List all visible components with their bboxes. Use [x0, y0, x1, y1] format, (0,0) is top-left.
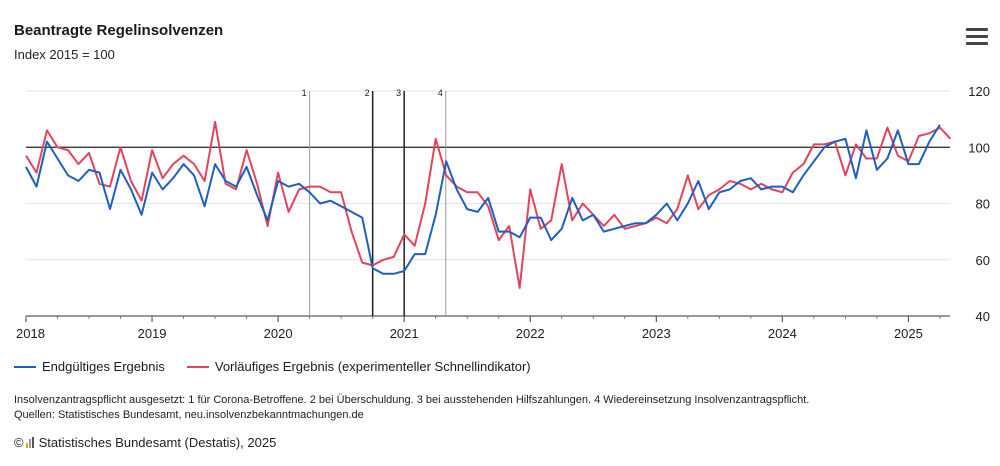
chart-title: Beantragte Regelinsolvenzen [14, 22, 224, 39]
event-marker-label: 2 [365, 88, 370, 98]
menu-bar [966, 28, 988, 31]
x-tick-label: 2025 [894, 326, 923, 341]
credit: © Statistisches Bundesamt (Destatis), 20… [14, 435, 276, 450]
credit-text: Statistisches Bundesamt (Destatis), 2025 [38, 435, 277, 450]
hamburger-menu-icon[interactable] [966, 28, 988, 48]
series-line-preliminary [25, 120, 952, 289]
legend-label-preliminary: Vorläufiges Ergebnis (experimenteller Sc… [214, 359, 531, 374]
event-marker-label: 1 [302, 88, 307, 98]
y-tick-label: 100 [968, 140, 990, 155]
x-tick-label: 2021 [390, 326, 419, 341]
series-line-final [25, 124, 941, 275]
y-tick-label: 80 [976, 197, 990, 212]
legend-label-final: Endgültiges Ergebnis [42, 359, 165, 374]
menu-bar [966, 35, 988, 38]
footnote-line-markers: Insolvenzantragspflicht ausgesetzt: 1 fü… [14, 394, 810, 406]
y-tick-label: 60 [976, 253, 990, 268]
x-tick-label: 2022 [516, 326, 545, 341]
x-tick-label: 2020 [264, 326, 293, 341]
x-tick-label: 2023 [642, 326, 671, 341]
y-tick-label: 120 [968, 84, 990, 99]
menu-bar [966, 42, 988, 45]
event-marker-label: 4 [438, 88, 443, 98]
x-tick-label: 2024 [768, 326, 797, 341]
chart-subtitle: Index 2015 = 100 [14, 47, 115, 62]
x-tick-label: 2018 [16, 326, 45, 341]
x-tick-label: 2019 [138, 326, 167, 341]
footnote: Insolvenzantragspflicht ausgesetzt: 1 fü… [14, 393, 809, 423]
copyright-symbol: © [14, 435, 24, 450]
destatis-logo-icon [25, 437, 35, 448]
legend-swatch-final [14, 365, 36, 368]
legend: Endgültiges Ergebnis Vorläufiges Ergebni… [14, 359, 553, 374]
legend-item-preliminary[interactable]: Vorläufiges Ergebnis (experimenteller Sc… [186, 359, 531, 374]
legend-item-final[interactable]: Endgültiges Ergebnis [14, 359, 165, 374]
line-chart: 40 60 80 100 120 2018 2019 2020 2021 2022 2023 2024… [16, 84, 990, 341]
footnote-line-sources: Quellen: Statistisches Bundesamt, neu.in… [14, 409, 364, 421]
legend-swatch-preliminary [186, 365, 209, 368]
y-tick-label: 40 [976, 309, 990, 324]
event-marker-label: 3 [396, 88, 401, 98]
